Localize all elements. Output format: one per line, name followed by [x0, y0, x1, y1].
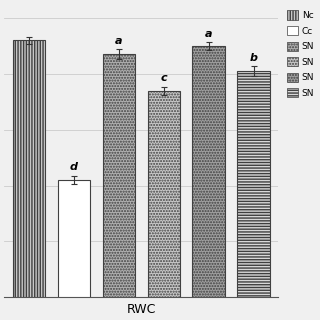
Legend: Nc, Cc, SN, SN, SN, SN: Nc, Cc, SN, SN, SN, SN [285, 9, 316, 100]
Text: a: a [115, 36, 123, 46]
Text: c: c [160, 73, 167, 83]
Bar [148, 91, 180, 297]
X-axis label: RWC: RWC [126, 303, 156, 316]
Bar [58, 180, 90, 297]
Text: b: b [250, 53, 258, 63]
Text: a: a [205, 28, 212, 38]
Bar [103, 54, 135, 297]
Bar [237, 71, 270, 297]
Bar [13, 40, 45, 297]
Text: d: d [70, 163, 78, 172]
Bar [192, 46, 225, 297]
